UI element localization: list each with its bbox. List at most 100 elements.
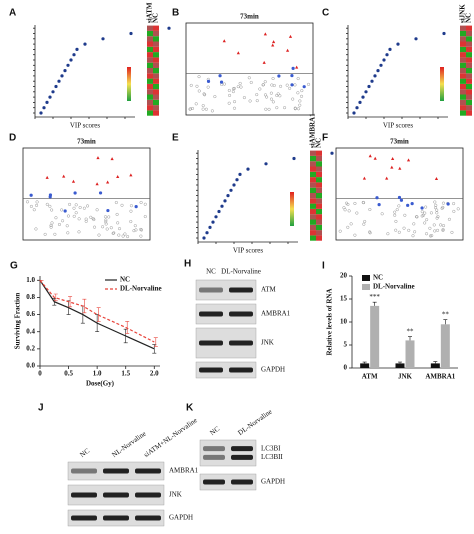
heat-cell	[153, 41, 159, 47]
heat-cell	[310, 219, 316, 225]
heat-cell	[153, 73, 159, 79]
panel-label: I	[322, 261, 325, 272]
grey-point	[57, 222, 62, 227]
heat-cell	[153, 52, 159, 58]
row-label: GAPDH	[169, 514, 193, 522]
heat-cell	[310, 150, 316, 156]
panel-label: C	[322, 8, 329, 19]
red-point	[96, 156, 100, 160]
grey-point	[353, 201, 357, 205]
blue-point	[106, 208, 110, 213]
heat-cell	[310, 198, 316, 204]
grey-point	[368, 207, 372, 212]
heat-cell	[147, 68, 153, 74]
vip-dot	[54, 84, 58, 89]
plot-title: 73min	[77, 138, 96, 146]
grey-point	[89, 215, 93, 219]
grey-point	[195, 84, 199, 88]
band	[135, 468, 161, 474]
vip-dot	[414, 37, 418, 41]
vip-dot	[211, 220, 215, 224]
vip-dot	[223, 199, 227, 203]
color-scale	[290, 192, 294, 226]
heat-cell	[147, 94, 153, 100]
heat-cell	[153, 68, 159, 74]
grey-point	[139, 227, 143, 232]
grey-point	[247, 76, 251, 80]
vip-dot	[69, 58, 73, 62]
heat-cell	[310, 224, 316, 231]
panel-label: D	[9, 133, 16, 144]
group-label: NC	[315, 138, 323, 148]
grey-point	[423, 221, 427, 225]
grey-point	[236, 85, 240, 89]
blue-point	[420, 206, 424, 210]
group-label: siATM	[146, 2, 154, 23]
heat-cell	[310, 230, 316, 236]
vip-dot	[229, 188, 233, 192]
red-point	[295, 65, 299, 69]
vip-dot	[232, 183, 236, 187]
grey-point	[275, 106, 279, 110]
red-point	[434, 177, 439, 181]
grey-point	[353, 233, 357, 237]
red-point	[391, 157, 395, 161]
band	[135, 515, 161, 521]
grey-point	[428, 226, 432, 230]
heat-cell	[316, 214, 322, 220]
grey-point	[48, 204, 52, 208]
grey-point	[441, 228, 445, 232]
grey-point	[433, 200, 437, 204]
heat-cell	[153, 30, 159, 37]
blue-point	[375, 196, 379, 200]
grey-point	[129, 204, 133, 208]
blot	[195, 361, 257, 379]
heat-cell	[466, 68, 472, 74]
blue-point	[399, 198, 404, 202]
grey-point	[117, 233, 121, 237]
y-tick-label: 0.2	[26, 344, 35, 352]
heat-cell	[147, 73, 153, 79]
heat-cell	[460, 99, 466, 106]
grey-point	[362, 222, 366, 226]
heat-cell	[153, 89, 159, 95]
heat-cell	[460, 94, 466, 100]
grey-point	[109, 226, 113, 230]
grey-point	[61, 219, 65, 223]
red-point	[106, 180, 110, 184]
vip-dot	[202, 236, 206, 240]
vip-dot	[57, 79, 61, 83]
grey-point	[50, 221, 54, 225]
heat-cell	[310, 193, 316, 199]
grey-point	[77, 230, 81, 234]
axis-label: VIP scores	[383, 122, 414, 130]
band	[229, 340, 253, 346]
group-label: siAMBRA1	[309, 113, 317, 148]
grey-point	[248, 99, 252, 103]
heat-cell	[460, 62, 466, 68]
x-tick-label: 0.5	[64, 370, 73, 378]
error-bar	[153, 337, 158, 347]
grey-point	[346, 202, 350, 206]
heat-cell	[310, 182, 316, 188]
grey-point	[397, 230, 401, 234]
band	[199, 367, 223, 373]
heat-cell	[316, 219, 322, 225]
grey-point	[263, 80, 267, 84]
panel-label: J	[38, 403, 44, 414]
grey-point	[296, 76, 300, 81]
heat-cell	[153, 57, 159, 63]
heat-cell	[147, 25, 153, 31]
grey-point	[420, 210, 424, 214]
heat-cell	[466, 62, 472, 68]
grey-point	[74, 211, 78, 215]
heat-cell	[466, 57, 472, 63]
vip-dot	[42, 106, 46, 110]
band	[103, 492, 129, 498]
blue-point	[406, 203, 410, 207]
grey-point	[433, 206, 438, 210]
band	[229, 311, 253, 317]
panel-label: F	[322, 133, 328, 144]
grey-point	[66, 231, 70, 235]
heat-cell	[316, 171, 322, 178]
